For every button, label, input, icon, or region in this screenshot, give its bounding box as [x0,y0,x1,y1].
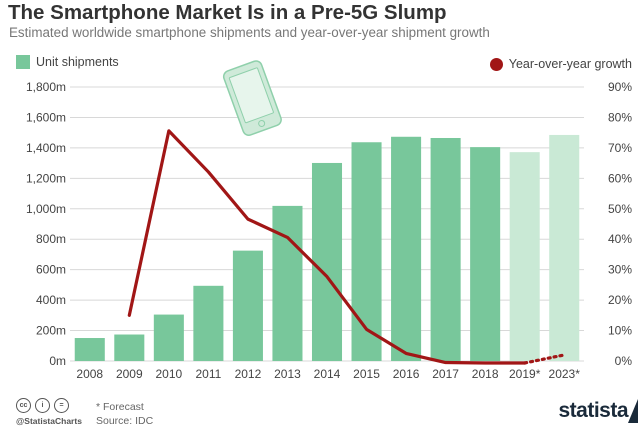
y-right-tick-label: 70% [608,141,632,155]
shipment-bar [509,152,540,361]
y-right-tick-label: 10% [608,324,632,338]
x-tick-label: 2023* [549,367,581,381]
y-right-tick-label: 20% [608,293,632,307]
y-left-tick-label: 1,600m [26,110,66,124]
creative-commons-icon: cc [16,398,31,413]
legend-line-dot [489,57,503,71]
shipment-bar [114,334,145,361]
legend-unit-shipments: Unit shipments [16,55,119,69]
source-note: Source: IDC [96,415,154,427]
x-tick-label: 2017 [432,367,459,381]
shipment-bar [74,338,105,361]
x-tick-label: 2019* [509,367,541,381]
chart-subtitle: Estimated worldwide smartphone shipments… [9,25,490,40]
statista-logo[interactable]: statista [558,399,628,422]
phone-screen [228,67,274,124]
shipment-bar [391,136,422,361]
y-right-tick-label: 60% [608,171,632,185]
shipment-bar [430,137,461,361]
x-tick-label: 2009 [116,367,143,381]
shipment-bar [193,285,224,361]
shipment-bar [351,142,382,361]
shipment-bar [549,134,580,361]
x-tick-label: 2008 [76,367,103,381]
forecast-note: * Forecast [96,401,144,413]
statista-logo-mark [628,399,638,423]
footer-notes: * Forecast Source: IDC [96,400,153,427]
no-derivatives-icon: = [54,398,69,413]
y-right-tick-label: 30% [608,263,632,277]
x-tick-label: 2010 [155,367,182,381]
y-right-tick-label: 50% [608,202,632,216]
y-right-tick-label: 90% [608,80,632,94]
y-right-tick-label: 0% [615,354,633,368]
statista-handle[interactable]: @StatistaCharts [16,416,82,426]
legend-bar-swatch [16,55,30,69]
x-tick-label: 2014 [314,367,341,381]
y-left-tick-label: 0m [49,354,66,368]
shipment-bar [153,314,184,361]
shipment-bar [470,147,501,361]
legend-yoy-growth: Year-over-year growth [489,57,632,71]
y-left-tick-label: 800m [36,232,66,246]
yoy-growth-forecast-line [523,353,566,365]
attribution-icon: i [35,398,50,413]
y-left-tick-label: 1,000m [26,202,66,216]
y-left-tick-label: 200m [36,324,66,338]
x-tick-label: 2011 [195,367,221,381]
x-tick-label: 2016 [393,367,420,381]
phone-home-button [258,119,266,127]
x-tick-label: 2018 [472,367,499,381]
yoy-growth-line [127,129,527,365]
smartphone-illustration [222,60,282,136]
x-tick-label: 2015 [353,367,380,381]
y-left-tick-label: 1,800m [26,80,66,94]
y-right-tick-label: 40% [608,232,632,246]
shipment-bar [232,250,263,361]
chart-title: The Smartphone Market Is in a Pre-5G Slu… [8,1,447,24]
y-left-tick-label: 1,200m [26,171,66,185]
license-icons: cc i = [16,398,69,413]
shipment-bar [311,162,343,361]
y-right-tick-label: 80% [608,110,632,124]
shipment-bar [272,205,303,361]
y-left-tick-label: 600m [36,263,66,277]
legend-line-label: Year-over-year growth [508,57,632,71]
x-tick-label: 2012 [235,367,262,381]
x-tick-label: 2013 [274,367,301,381]
y-left-tick-label: 400m [36,293,66,307]
legend-bar-label: Unit shipments [36,55,119,69]
y-left-tick-label: 1,400m [26,141,66,155]
